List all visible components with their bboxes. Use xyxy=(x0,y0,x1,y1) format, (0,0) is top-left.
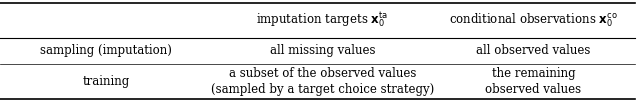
Text: the remaining
observed values: the remaining observed values xyxy=(485,67,582,96)
Text: sampling (imputation): sampling (imputation) xyxy=(40,44,172,57)
Text: conditional observations $\mathbf{x}_0^\mathrm{co}$: conditional observations $\mathbf{x}_0^\… xyxy=(449,12,618,29)
Text: all missing values: all missing values xyxy=(269,44,375,57)
Text: a subset of the observed values
(sampled by a target choice strategy): a subset of the observed values (sampled… xyxy=(211,67,434,96)
Text: imputation targets $\mathbf{x}_0^\mathrm{ta}$: imputation targets $\mathbf{x}_0^\mathrm… xyxy=(256,11,388,30)
Text: training: training xyxy=(83,75,130,88)
Text: all observed values: all observed values xyxy=(476,44,591,57)
